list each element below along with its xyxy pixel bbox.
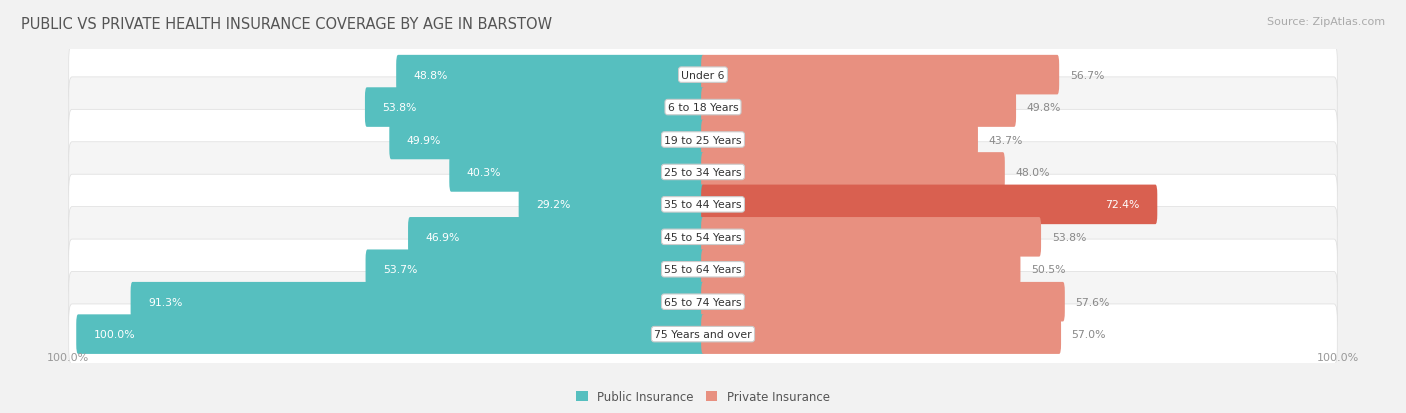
- FancyBboxPatch shape: [702, 315, 1062, 354]
- Text: 40.3%: 40.3%: [467, 168, 502, 178]
- FancyBboxPatch shape: [69, 45, 1337, 106]
- FancyBboxPatch shape: [702, 121, 979, 160]
- FancyBboxPatch shape: [519, 185, 704, 225]
- FancyBboxPatch shape: [69, 110, 1337, 170]
- Text: 100.0%: 100.0%: [46, 353, 89, 363]
- FancyBboxPatch shape: [702, 185, 1157, 225]
- Text: 6 to 18 Years: 6 to 18 Years: [668, 103, 738, 113]
- FancyBboxPatch shape: [366, 250, 704, 290]
- FancyBboxPatch shape: [702, 88, 1017, 128]
- FancyBboxPatch shape: [450, 153, 704, 192]
- Text: 48.8%: 48.8%: [413, 71, 449, 81]
- Text: 53.8%: 53.8%: [1052, 232, 1085, 242]
- FancyBboxPatch shape: [702, 282, 1064, 322]
- FancyBboxPatch shape: [131, 282, 704, 322]
- Text: 72.4%: 72.4%: [1105, 200, 1140, 210]
- Text: 100.0%: 100.0%: [1317, 353, 1360, 363]
- Text: 91.3%: 91.3%: [148, 297, 183, 307]
- Text: 65 to 74 Years: 65 to 74 Years: [664, 297, 742, 307]
- Text: 49.9%: 49.9%: [406, 135, 441, 145]
- FancyBboxPatch shape: [702, 250, 1021, 290]
- Text: 45 to 54 Years: 45 to 54 Years: [664, 232, 742, 242]
- Text: 55 to 64 Years: 55 to 64 Years: [664, 265, 742, 275]
- Text: 100.0%: 100.0%: [94, 329, 135, 339]
- Text: 50.5%: 50.5%: [1031, 265, 1066, 275]
- Text: 46.9%: 46.9%: [426, 232, 460, 242]
- Text: 57.0%: 57.0%: [1071, 329, 1107, 339]
- Text: PUBLIC VS PRIVATE HEALTH INSURANCE COVERAGE BY AGE IN BARSTOW: PUBLIC VS PRIVATE HEALTH INSURANCE COVER…: [21, 17, 553, 31]
- Text: 25 to 34 Years: 25 to 34 Years: [664, 168, 742, 178]
- FancyBboxPatch shape: [69, 240, 1337, 300]
- FancyBboxPatch shape: [69, 304, 1337, 364]
- Text: 57.6%: 57.6%: [1076, 297, 1109, 307]
- Text: 75 Years and over: 75 Years and over: [654, 329, 752, 339]
- FancyBboxPatch shape: [69, 207, 1337, 267]
- Text: 43.7%: 43.7%: [988, 135, 1024, 145]
- Text: 49.8%: 49.8%: [1026, 103, 1062, 113]
- Text: 48.0%: 48.0%: [1015, 168, 1050, 178]
- FancyBboxPatch shape: [396, 56, 704, 95]
- Text: 56.7%: 56.7%: [1070, 71, 1104, 81]
- Text: Source: ZipAtlas.com: Source: ZipAtlas.com: [1267, 17, 1385, 26]
- FancyBboxPatch shape: [366, 88, 704, 128]
- FancyBboxPatch shape: [69, 142, 1337, 203]
- FancyBboxPatch shape: [702, 218, 1040, 257]
- FancyBboxPatch shape: [702, 153, 1005, 192]
- Legend: Public Insurance, Private Insurance: Public Insurance, Private Insurance: [571, 385, 835, 408]
- FancyBboxPatch shape: [389, 121, 704, 160]
- FancyBboxPatch shape: [702, 56, 1059, 95]
- FancyBboxPatch shape: [69, 272, 1337, 332]
- Text: 53.7%: 53.7%: [382, 265, 418, 275]
- Text: 53.8%: 53.8%: [382, 103, 416, 113]
- Text: 35 to 44 Years: 35 to 44 Years: [664, 200, 742, 210]
- FancyBboxPatch shape: [408, 218, 704, 257]
- Text: 29.2%: 29.2%: [536, 200, 571, 210]
- FancyBboxPatch shape: [69, 175, 1337, 235]
- FancyBboxPatch shape: [76, 315, 704, 354]
- FancyBboxPatch shape: [69, 78, 1337, 138]
- Text: 19 to 25 Years: 19 to 25 Years: [664, 135, 742, 145]
- Text: Under 6: Under 6: [682, 71, 724, 81]
